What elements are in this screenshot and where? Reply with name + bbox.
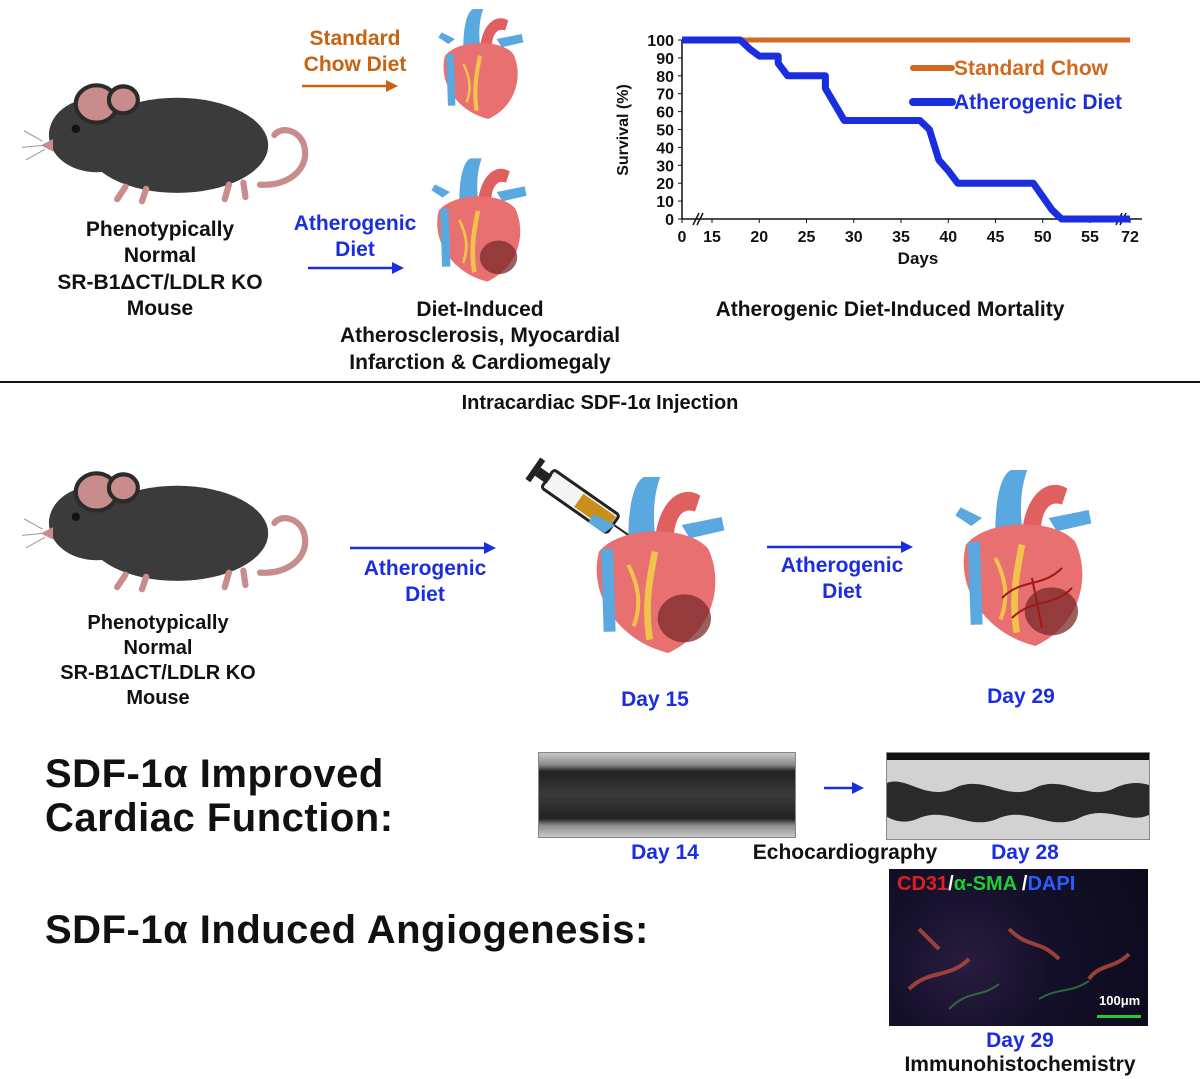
cardiac-heading-line-1: SDF-1α Improved: [45, 752, 384, 796]
dapi-label: DAPI: [1027, 873, 1076, 895]
ihc-image: CD31/α-SMA /DAPI 100μm: [889, 869, 1148, 1026]
legend-label-standard-chow: Standard Chow: [954, 57, 1109, 80]
ihc-stain-legend: CD31/α-SMA /DAPI: [897, 873, 1075, 896]
atherogenic-diet-series-line: [682, 36, 1130, 223]
diet-arrow-middle-1: [350, 542, 496, 554]
mouse-illustration-top: [22, 60, 322, 210]
x-tick-label: 25: [798, 229, 816, 246]
mouse-mid-line-1: Phenotypically: [87, 612, 229, 634]
outcome-label: Diet-Induced Atherosclerosis, Myocardial…: [320, 297, 640, 376]
echo-arrow: [824, 782, 864, 794]
echo-image-day28: [886, 752, 1150, 840]
day-label-29: Day 29: [987, 685, 1055, 708]
mouse-label-middle: Phenotypically Normal SR-B1ΔCT/LDLR KO M…: [38, 611, 278, 711]
chart-ylabel: Survival (%): [615, 84, 632, 176]
x-tick-label: 50: [1034, 229, 1052, 246]
y-tick-label: 10: [656, 194, 674, 211]
mouse-label-line-3: SR-B1ΔCT/LDLR KO: [57, 270, 263, 294]
mouse-mid-line-2: Normal: [123, 637, 193, 659]
heart-day29-illustration: [942, 448, 1102, 668]
y-tick-label: 0: [665, 212, 674, 229]
stain-separator-2: /: [1016, 873, 1028, 895]
echo-image-day14: [538, 752, 796, 838]
x-tick-label: 35: [892, 229, 910, 246]
diet-label-middle-1: Atherogenic Diet: [345, 556, 505, 609]
cardiac-function-heading: SDF-1α Improved Cardiac Function:: [45, 752, 485, 840]
x-tick-label: 15: [703, 229, 721, 246]
atherogenic-diet-line-1: Atherogenic: [293, 212, 417, 235]
diet-mid2-line-2: Diet: [822, 580, 862, 604]
x-tick-label: 55: [1081, 229, 1099, 246]
angiogenesis-heading: SDF-1α Induced Angiogenesis:: [45, 908, 649, 952]
x-tick-label: 0: [678, 229, 687, 246]
diseased-heart-illustration: [422, 150, 534, 290]
ihc-label: Immunohistochemistry: [904, 1053, 1136, 1076]
cardiac-heading-line-2: Cardiac Function:: [45, 796, 394, 840]
atherogenic-diet-line-2: Diet: [335, 238, 375, 262]
cd31-label: CD31: [897, 873, 949, 895]
x-tick-label: 20: [750, 229, 768, 246]
diet-mid1-line-1: Atherogenic: [363, 557, 487, 580]
echo-day-14: Day 14: [631, 841, 699, 864]
y-tick-label: 40: [656, 140, 674, 157]
echo-label: Echocardiography: [752, 841, 938, 864]
y-tick-label: 70: [656, 87, 674, 104]
mouse-mid-line-4: Mouse: [126, 687, 190, 709]
x-tick-label: 40: [939, 229, 957, 246]
atherogenic-diet-label-top: Atherogenic Diet: [280, 211, 430, 264]
survival-chart: Survival (%) Days 1009080706050403020100…: [615, 33, 1142, 268]
stain-separator-1: /: [948, 873, 954, 895]
y-tick-label: 50: [656, 123, 674, 140]
diet-arrow-middle-2: [767, 541, 913, 553]
y-tick-label: 30: [656, 158, 674, 175]
x-tick-label: 72: [1121, 229, 1139, 246]
healthy-heart-illustration: [430, 4, 530, 124]
chart-caption: Atherogenic Diet-Induced Mortality: [715, 298, 1065, 321]
mouse-label-line-2: Normal: [123, 244, 197, 268]
standard-diet-arrow: [302, 80, 398, 92]
x-tick-label: 45: [987, 229, 1005, 246]
x-tick-label: 30: [845, 229, 863, 246]
y-tick-label: 80: [656, 69, 674, 86]
scale-bar: [1097, 1015, 1141, 1018]
echo-day-28: Day 28: [991, 841, 1059, 864]
outcome-line-2: Atherosclerosis, Myocardial: [339, 324, 621, 348]
y-tick-label: 100: [647, 33, 674, 50]
section-divider: [0, 381, 1200, 383]
y-tick-label: 60: [656, 105, 674, 122]
diet-mid2-line-1: Atherogenic: [780, 554, 904, 577]
x-axis-break-1a: [692, 212, 700, 226]
heart-day15-illustration: [575, 455, 735, 675]
diet-label-middle-2: Atherogenic Diet: [762, 553, 922, 606]
standard-diet-line-1: Standard: [309, 27, 401, 50]
mouse-label-top: Phenotypically Normal SR-B1ΔCT/LDLR KO M…: [40, 217, 280, 322]
x-axis-break-1b: [696, 212, 704, 226]
scale-bar-label: 100μm: [1099, 993, 1141, 1008]
y-tick-label: 20: [656, 176, 674, 193]
divider-title: Intracardiac SDF-1α Injection: [461, 392, 739, 414]
syringe-icon: [525, 457, 645, 548]
legend-label-atherogenic: Atherogenic Diet: [954, 91, 1122, 114]
atherogenic-diet-arrow-top: [308, 262, 404, 274]
chart-xlabel: Days: [898, 249, 939, 268]
y-tick-label: 90: [656, 51, 674, 68]
standard-diet-line-2: Chow Diet: [303, 52, 407, 76]
mouse-label-line-1: Phenotypically: [85, 218, 235, 241]
day-label-15: Day 15: [621, 688, 689, 711]
outcome-line-3: Infarction & Cardiomegaly: [349, 350, 611, 374]
sma-label: α-SMA: [953, 873, 1017, 895]
mouse-label-line-4: Mouse: [126, 296, 194, 320]
mouse-mid-line-3: SR-B1ΔCT/LDLR KO: [60, 662, 256, 684]
ihc-day-label: Day 29: [986, 1029, 1054, 1052]
diet-mid1-line-2: Diet: [405, 583, 445, 607]
outcome-line-1: Diet-Induced: [416, 298, 544, 321]
mouse-illustration-middle: [22, 448, 322, 598]
standard-diet-label: Standard Chow Diet: [290, 26, 420, 77]
